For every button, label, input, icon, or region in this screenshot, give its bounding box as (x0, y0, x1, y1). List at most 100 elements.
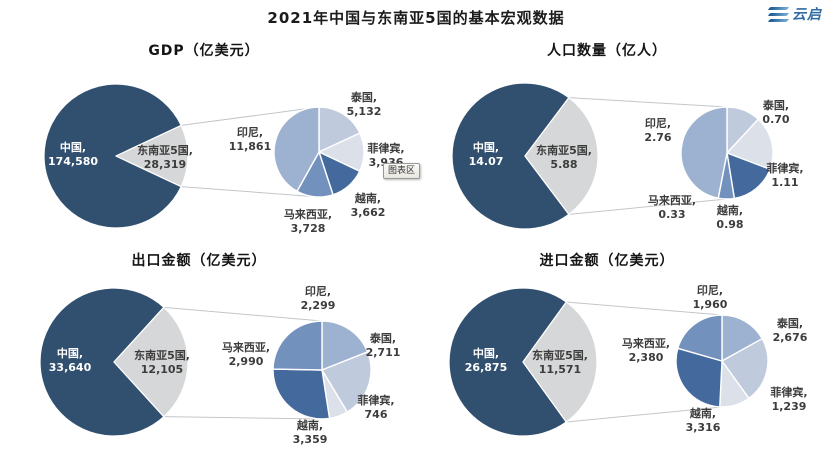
label-gdp-indonesia-name: 印尼, (236, 126, 264, 139)
pie-slice-import-thailand[interactable] (721, 337, 769, 400)
pie-slice-gdp-indonesia[interactable] (273, 106, 320, 192)
label-export-indonesia: 印尼, 2,299 (301, 285, 336, 312)
label-export-vietnam: 越南, 3,359 (293, 419, 328, 446)
label-import-thailand-name: 泰国, (776, 317, 804, 330)
pie-slice-import-indonesia[interactable] (721, 314, 763, 362)
label-import-vietnam: 越南, 3,316 (686, 407, 721, 434)
chart-export[interactable] (39, 287, 372, 437)
label-population-china-name: 中国, (472, 141, 500, 154)
label-import-thailand-value: 2,676 (772, 330, 808, 344)
label-population-malaysia-value: 0.33 (658, 207, 686, 221)
label-import-vietnam-value: 3,316 (685, 420, 721, 434)
logo-text: 云启 (792, 7, 822, 23)
label-import-malaysia: 马来西亚, 2,380 (622, 337, 670, 364)
pie-slice-population-vietnam[interactable] (726, 152, 771, 200)
label-gdp-malaysia-value: 3,728 (290, 221, 326, 235)
label-export-vietnam-name: 越南, (296, 419, 324, 432)
pie-slice-export-thailand[interactable] (321, 351, 372, 413)
label-population-vietnam-name: 越南, (716, 204, 744, 217)
pie-slice-gdp-sea5[interactable] (115, 124, 189, 188)
label-export-malaysia: 马来西亚, 2,990 (222, 341, 270, 368)
connector-line (568, 198, 728, 215)
label-gdp-china-value: 174,580 (47, 154, 99, 168)
pie-slice-import-malaysia[interactable] (677, 314, 723, 362)
label-gdp-philippines-name: 菲律宾, (367, 142, 405, 155)
chart-title-gdp: GDP（亿美元） (148, 43, 260, 59)
label-export-philippines-value: 746 (364, 407, 388, 421)
pie-slice-population-sea5[interactable] (524, 97, 599, 215)
label-gdp-malaysia-name: 马来西亚, (283, 208, 333, 221)
chart-title-import: 进口金额（亿美元） (539, 253, 675, 269)
label-population-indonesia-name: 印尼, (644, 117, 672, 130)
pie-slice-import-china[interactable] (448, 287, 567, 437)
label-population-malaysia: 马来西亚, 0.33 (648, 194, 696, 221)
label-export-vietnam-value: 3,359 (292, 432, 328, 446)
label-import-philippines-name: 菲律宾, (770, 386, 808, 399)
chart-import[interactable] (448, 287, 769, 437)
label-export-thailand-name: 泰国, (369, 332, 397, 345)
label-population-vietnam-value: 0.98 (716, 217, 744, 231)
label-import-indonesia-name: 印尼, (696, 284, 724, 297)
label-gdp-vietnam-name: 越南, (354, 192, 382, 205)
label-population-vietnam: 越南, 0.98 (716, 204, 743, 231)
chart-population[interactable] (451, 82, 774, 230)
label-import-indonesia: 印尼, 1,960 (693, 284, 728, 311)
pie-slice-gdp-china[interactable] (43, 83, 182, 229)
pie-slice-export-indonesia[interactable] (321, 320, 369, 371)
label-import-china: 中国, 26,875 (465, 347, 507, 374)
chart-title-population: 人口数量（亿人） (547, 43, 667, 59)
chart-gdp[interactable] (43, 83, 365, 229)
label-gdp-vietnam-value: 3,662 (350, 205, 386, 219)
label-gdp-indonesia-value: 11,861 (228, 139, 272, 153)
label-export-indonesia-name: 印尼, (304, 285, 332, 298)
label-population-malaysia-name: 马来西亚, (647, 194, 697, 207)
pie-slice-population-china[interactable] (451, 82, 570, 230)
label-population-philippines: 菲律宾, 1.11 (766, 162, 803, 189)
pie-slice-export-china[interactable] (39, 287, 165, 437)
label-gdp-sea5-name: 东南亚5国, (137, 144, 193, 157)
connector-line (163, 416, 323, 420)
label-population-sea5-name: 东南亚5国, (536, 144, 592, 157)
label-import-thailand: 泰国, 2,676 (773, 317, 808, 344)
label-export-malaysia-name: 马来西亚, (221, 341, 271, 354)
chart-area-tooltip: 图表区 (383, 163, 421, 179)
pie-slice-export-malaysia[interactable] (272, 320, 323, 371)
label-population-thailand-value: 0.70 (762, 112, 790, 126)
label-import-philippines-value: 1,239 (771, 399, 807, 413)
label-gdp-vietnam: 越南, 3,662 (351, 192, 386, 219)
label-import-malaysia-name: 马来西亚, (621, 337, 671, 350)
label-import-vietnam-name: 越南, (689, 407, 717, 420)
label-export-sea5-name: 东南亚5国, (134, 349, 190, 362)
label-gdp-thailand-value: 5,132 (346, 104, 382, 118)
page-title: 2021年中国与东南亚5国的基本宏观数据 (267, 9, 565, 27)
connector-line (566, 301, 723, 316)
label-population-indonesia-value: 2.76 (644, 130, 672, 144)
label-import-philippines: 菲律宾, 1,239 (770, 386, 807, 413)
label-population-philippines-value: 1.11 (771, 175, 799, 189)
label-import-china-name: 中国, (472, 347, 500, 360)
label-population-thailand-name: 泰国, (762, 99, 790, 112)
label-gdp-china-name: 中国, (59, 141, 87, 154)
label-import-china-value: 26,875 (464, 360, 508, 374)
brand-logo: 云启 (767, 4, 822, 24)
pie-slice-import-vietnam[interactable] (675, 347, 723, 408)
label-import-sea5: 东南亚5国, 11,571 (532, 349, 588, 376)
pie-slice-import-sea5[interactable] (522, 301, 598, 423)
pie-slice-gdp-thailand[interactable] (318, 106, 361, 153)
pie-slice-export-vietnam[interactable] (272, 368, 331, 420)
label-export-philippines: 菲律宾, 746 (357, 394, 394, 421)
label-population-sea5: 东南亚5国, 5.88 (536, 144, 592, 171)
pie-slice-population-indonesia[interactable] (680, 106, 728, 199)
connector-line (566, 406, 723, 423)
label-export-thailand-value: 2,711 (365, 345, 401, 359)
label-gdp-thailand: 泰国, 5,132 (347, 91, 382, 118)
pie-slice-export-sea5[interactable] (113, 306, 189, 418)
chart-title-export: 出口金额（亿美元） (131, 253, 267, 269)
label-gdp-china: 中国, 174,580 (48, 141, 98, 168)
label-export-thailand: 泰国, 2,711 (366, 332, 401, 359)
label-gdp-sea5-value: 28,319 (143, 157, 187, 171)
connector-line (163, 306, 323, 322)
connector-line (568, 97, 728, 108)
